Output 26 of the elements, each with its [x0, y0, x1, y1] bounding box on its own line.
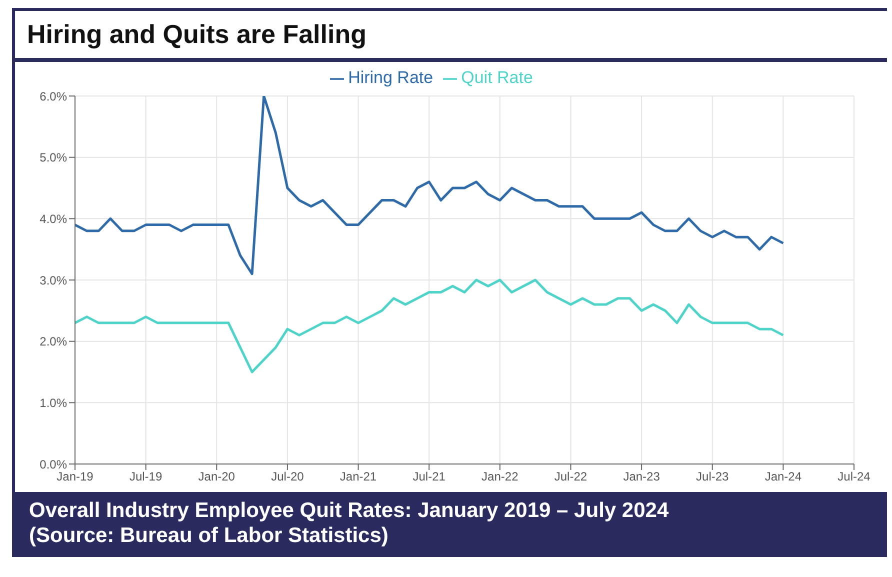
- chart-title: Hiring and Quits are Falling: [15, 11, 887, 62]
- x-tick-label: Jan-22: [482, 470, 519, 484]
- y-tick-label: 6.0%: [40, 89, 68, 104]
- x-tick-label: Jul-21: [412, 470, 446, 484]
- x-tick-label: Jan-21: [340, 470, 377, 484]
- x-tick-label: Jul-22: [554, 470, 588, 484]
- y-tick-label: 1.0%: [40, 396, 68, 410]
- y-tick-label: 4.0%: [40, 212, 68, 226]
- x-tick-label: Jul-24: [838, 470, 871, 484]
- y-tick-label: 3.0%: [40, 273, 68, 288]
- y-tick-label: 0.0%: [40, 457, 68, 472]
- x-tick-label: Jul-23: [696, 470, 730, 484]
- y-tick-label: 5.0%: [40, 150, 68, 165]
- x-tick-label: Jul-19: [129, 470, 162, 484]
- x-tick-label: Jan-23: [623, 470, 660, 484]
- x-tick-label: Jan-19: [56, 470, 94, 484]
- line-series: [75, 278, 784, 374]
- line-series: [75, 96, 784, 276]
- text: Overall Industry Employee Quit Rates: January 2019 – July 2024: [29, 498, 670, 524]
- text: (Source: Bureau of Labor Statistics): [29, 523, 390, 548]
- x-tick-label: Jul-20: [271, 470, 304, 484]
- legend-label: Quit Rate: [461, 68, 533, 87]
- x-tick-label: Jan-24: [764, 470, 802, 484]
- legend-label: Hiring Rate: [348, 68, 434, 87]
- y-tick-label: 2.0%: [40, 334, 68, 349]
- x-tick-label: Jan-20: [198, 470, 236, 484]
